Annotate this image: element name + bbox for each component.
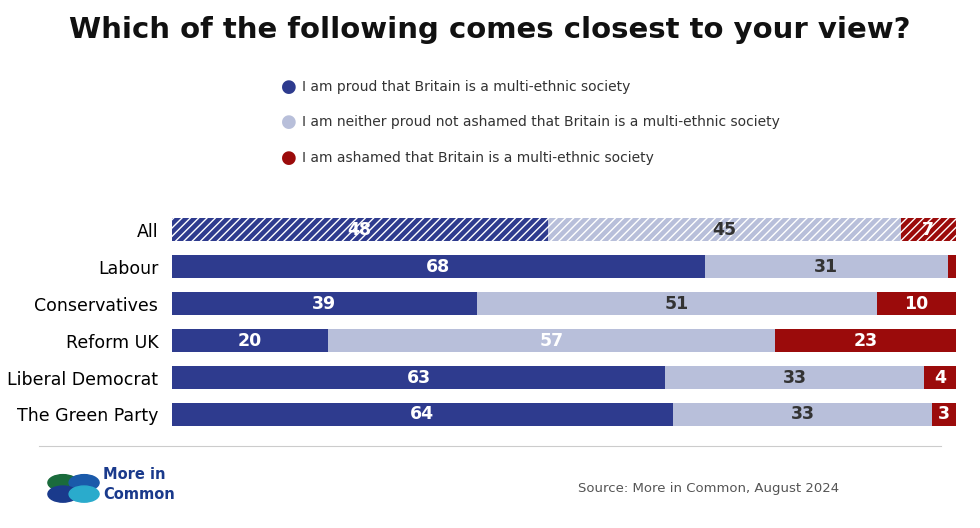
- Text: ●: ●: [281, 149, 297, 167]
- Text: 33: 33: [791, 406, 814, 423]
- Text: More in
Common: More in Common: [103, 467, 174, 502]
- Text: 10: 10: [905, 295, 928, 313]
- Text: Which of the following comes closest to your view?: Which of the following comes closest to …: [70, 16, 910, 44]
- Bar: [172, 329, 328, 352]
- Text: I am proud that Britain is a multi-ethnic society: I am proud that Britain is a multi-ethni…: [302, 80, 630, 94]
- Text: I am neither proud not ashamed that Britain is a multi-ethnic society: I am neither proud not ashamed that Brit…: [302, 116, 780, 129]
- Text: ●: ●: [281, 78, 297, 96]
- Bar: [328, 329, 775, 352]
- Bar: [877, 292, 956, 315]
- Bar: [901, 218, 956, 241]
- Bar: [673, 403, 932, 426]
- Bar: [775, 329, 956, 352]
- Bar: [932, 403, 955, 426]
- Bar: [172, 403, 673, 426]
- Bar: [172, 366, 665, 389]
- Text: 57: 57: [540, 332, 563, 350]
- Text: 68: 68: [426, 258, 450, 276]
- Bar: [705, 255, 948, 278]
- Text: 33: 33: [783, 369, 807, 386]
- Text: 64: 64: [411, 406, 434, 423]
- Text: 39: 39: [313, 295, 336, 313]
- Text: 63: 63: [407, 369, 430, 386]
- Text: 51: 51: [665, 295, 689, 313]
- Bar: [172, 218, 548, 241]
- Bar: [477, 292, 877, 315]
- Bar: [924, 366, 956, 389]
- Bar: [172, 255, 705, 278]
- Bar: [948, 255, 956, 278]
- Bar: [665, 366, 924, 389]
- Text: 7: 7: [922, 221, 934, 239]
- Text: ●: ●: [281, 114, 297, 131]
- Text: 48: 48: [348, 221, 371, 239]
- Text: 3: 3: [938, 406, 950, 423]
- Text: 20: 20: [238, 332, 262, 350]
- Text: 23: 23: [854, 332, 877, 350]
- Text: 4: 4: [934, 369, 946, 386]
- Text: Source: More in Common, August 2024: Source: More in Common, August 2024: [578, 482, 839, 495]
- Text: I am ashamed that Britain is a multi-ethnic society: I am ashamed that Britain is a multi-eth…: [302, 151, 654, 165]
- Text: 31: 31: [814, 258, 838, 276]
- Bar: [548, 218, 901, 241]
- Text: 45: 45: [712, 221, 736, 239]
- Bar: [172, 292, 477, 315]
